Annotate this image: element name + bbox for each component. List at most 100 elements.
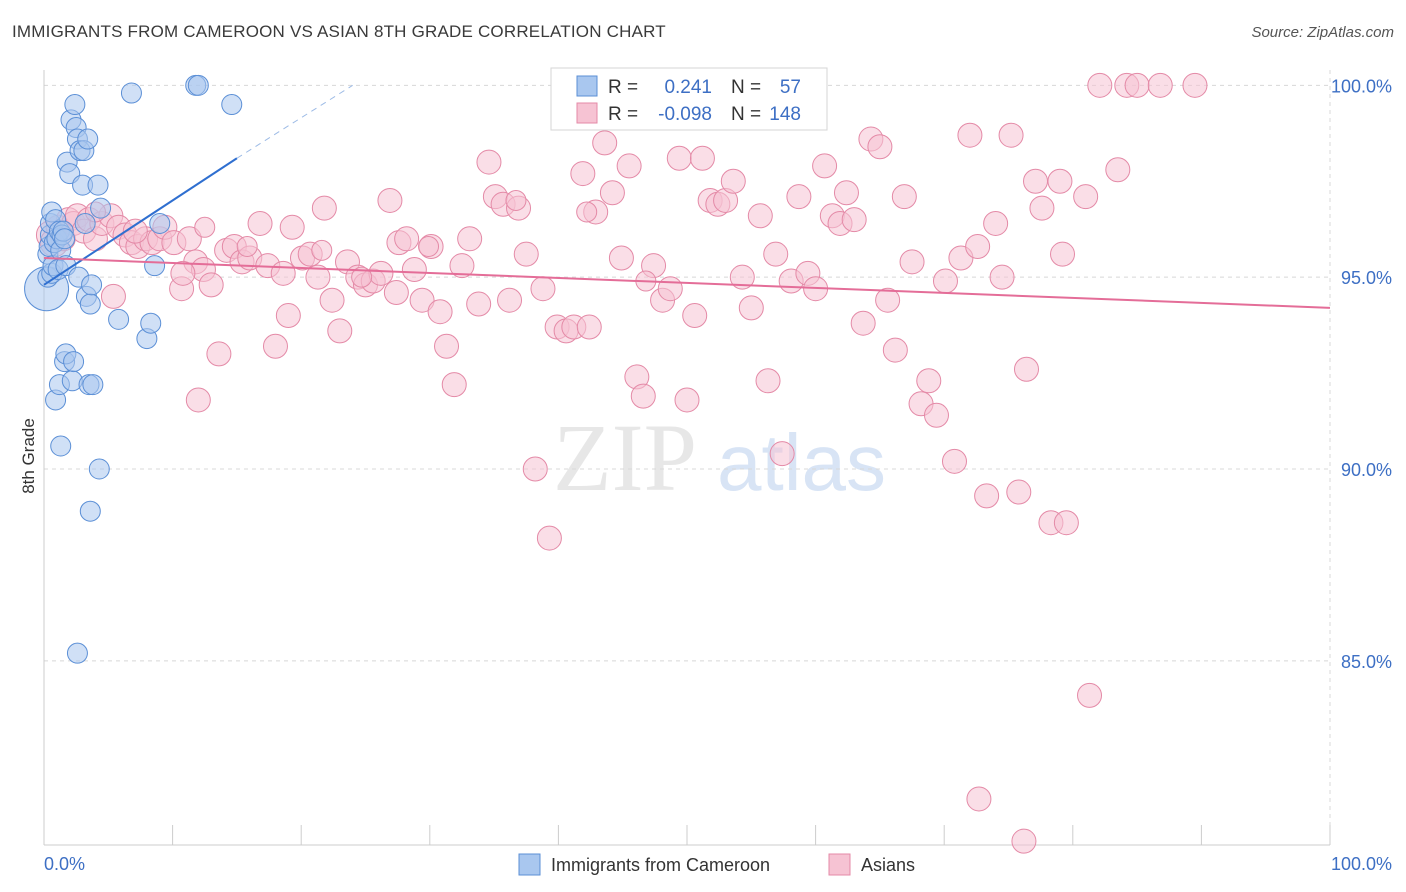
asians-point [867, 134, 893, 160]
asians-point [812, 153, 838, 179]
asians-point [769, 441, 795, 467]
trend-lines [43, 84, 1331, 309]
cameroon-point [74, 212, 96, 234]
asians-point [275, 303, 301, 329]
asians-point [983, 210, 1009, 236]
asians-point [763, 241, 789, 267]
cameroon-point [64, 94, 86, 116]
asians-point [311, 239, 333, 261]
legend-blue-r-value: 0.241 [664, 77, 712, 98]
asians-point [497, 287, 523, 313]
asians-point [666, 145, 692, 171]
asians-point [1087, 72, 1113, 98]
cameroon-point [50, 435, 72, 457]
legend-pink-swatch [576, 102, 598, 124]
asians-point [279, 214, 305, 240]
asians-point [882, 337, 908, 363]
asians-point [841, 207, 867, 233]
bottom-legend-blue-swatch [518, 853, 541, 876]
legend-blue-n-value: 57 [780, 77, 801, 98]
asians-point [383, 280, 409, 306]
cameroon-point [144, 255, 166, 277]
asians-point [592, 130, 618, 156]
asians-point [1006, 479, 1032, 505]
asians-point [674, 387, 700, 413]
legend-blue-swatch [576, 75, 598, 97]
asians-point [513, 241, 539, 267]
x-tick-label-max: 100.0% [1331, 854, 1392, 874]
y-tick-label-1: 90.0% [1341, 460, 1392, 480]
bottom-legend-blue-label: Immigrants from Cameroon [551, 855, 770, 875]
legend-blue-n-label: N = [731, 77, 761, 98]
asians-point [522, 456, 548, 482]
asians-point [270, 260, 296, 286]
asians-point [966, 786, 992, 812]
asians-point [599, 180, 625, 206]
cameroon-point [79, 293, 101, 315]
asians-point [720, 168, 746, 194]
asians-point [176, 226, 202, 252]
legend-pink-n-label: N = [731, 104, 761, 125]
asians-point [1047, 168, 1073, 194]
source-label: Source: ZipAtlas.com [1251, 24, 1394, 41]
asians-point [941, 448, 967, 474]
asians-point [689, 145, 715, 171]
y-tick-label-0: 85.0% [1341, 652, 1392, 672]
asians-point [100, 283, 126, 309]
asians-point [916, 368, 942, 394]
asians-point [327, 318, 353, 344]
asians-point [570, 161, 596, 187]
asians-point [932, 268, 958, 294]
asians-point [185, 387, 211, 413]
asians-point [434, 333, 460, 359]
asians-point [319, 287, 345, 313]
bottom-legend-pink-label: Asians [861, 855, 915, 875]
asians-point [409, 287, 435, 313]
asians-point [194, 216, 216, 238]
asians-point [630, 383, 656, 409]
asians-point [311, 195, 337, 221]
cameroon-point [221, 94, 243, 116]
asians-point [1124, 72, 1150, 98]
asians-point [957, 122, 983, 148]
asians-point [616, 153, 642, 179]
asians-point [891, 184, 917, 210]
legend-blue-r-label: R = [608, 77, 638, 98]
asians-point [755, 368, 781, 394]
axes [43, 70, 1331, 846]
asians-point [1050, 241, 1076, 267]
asians-point [1073, 184, 1099, 210]
asians-point [351, 266, 373, 288]
asians-point [466, 291, 492, 317]
asians-point [576, 201, 598, 223]
asians-point [786, 184, 812, 210]
cameroon-trend-line [43, 157, 238, 286]
cameroon-points [24, 74, 243, 664]
x-tick-label-min: 0.0% [44, 854, 85, 874]
asians-point [394, 226, 420, 252]
asians-point [476, 149, 502, 175]
asians-trend-line [43, 256, 1331, 309]
cameroon-point [149, 212, 171, 234]
asians-point [576, 314, 602, 340]
y-tick-label-3: 100.0% [1331, 76, 1392, 96]
asians-point [401, 257, 427, 283]
cameroon-point [79, 500, 101, 522]
asians-point [923, 402, 949, 428]
asians-point [682, 303, 708, 329]
watermark-atlas: atlas [717, 418, 886, 507]
asians-point [530, 276, 556, 302]
asians-point [427, 299, 453, 325]
cameroon-point [120, 82, 142, 104]
bottom-legend-pink-swatch [828, 853, 851, 876]
asians-point [449, 253, 475, 279]
legend-pink-r-label: R = [608, 104, 638, 125]
asians-point [1182, 72, 1208, 98]
cameroon-point [66, 642, 88, 664]
asians-point [505, 189, 527, 211]
asians-point [122, 218, 148, 244]
asians-point [1011, 828, 1037, 854]
asians-point [1077, 682, 1103, 708]
watermark-zip: ZIP [553, 404, 697, 511]
